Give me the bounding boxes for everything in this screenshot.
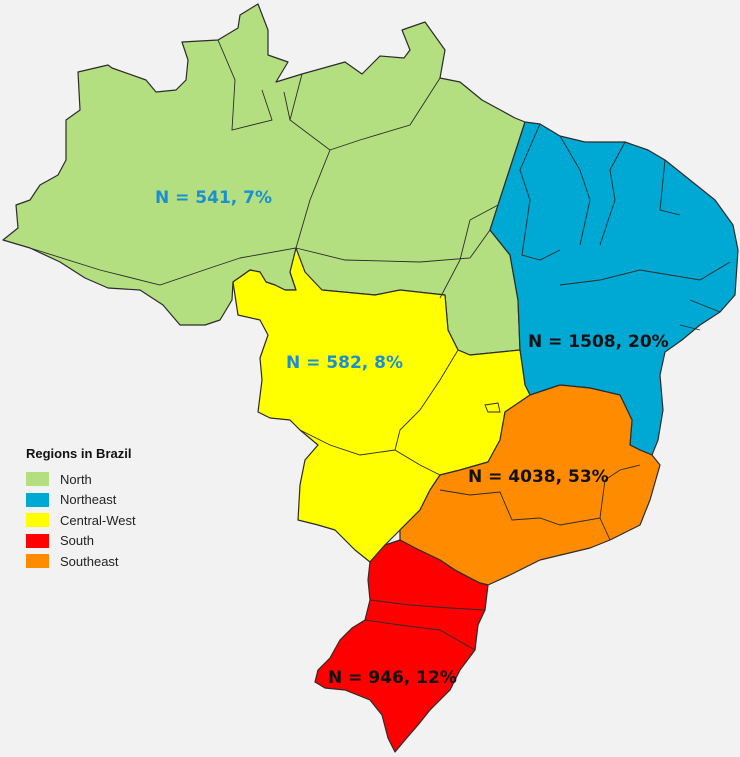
- legend-label-northeast: Northeast: [60, 492, 117, 508]
- state-borders: [29, 39, 731, 651]
- legend-label-southeast: Southeast: [60, 553, 119, 569]
- legend-item-northeast: Northeast: [26, 490, 136, 511]
- legend-label-north: North: [60, 471, 92, 487]
- region-south: [314, 539, 489, 753]
- label-north: N = 541, 7%: [155, 188, 273, 208]
- legend-item-north: North: [26, 469, 136, 490]
- label-south: N = 946, 12%: [328, 668, 457, 688]
- legend-title: Regions in Brazil: [26, 446, 132, 461]
- legend-swatch-northeast: [26, 492, 49, 507]
- region-centralwest: [232, 247, 531, 563]
- legend-swatch-southeast: [26, 554, 49, 569]
- legend-swatch-south: [26, 533, 49, 548]
- legend-item-centralwest: Central-West: [26, 510, 136, 531]
- legend-item-south: South: [26, 531, 136, 552]
- legend-item-southeast: Southeast: [26, 551, 136, 572]
- legend-label-centralwest: Central-West: [60, 512, 136, 528]
- map-legend: Regions in Brazil North Northeast Centra…: [26, 446, 136, 572]
- legend-label-south: South: [60, 533, 94, 549]
- label-northeast: N = 1508, 20%: [528, 332, 669, 352]
- label-centralwest: N = 582, 8%: [286, 353, 404, 373]
- legend-swatch-centralwest: [26, 513, 49, 528]
- legend-swatch-north: [26, 472, 49, 487]
- label-southeast: N = 4038, 53%: [468, 467, 609, 487]
